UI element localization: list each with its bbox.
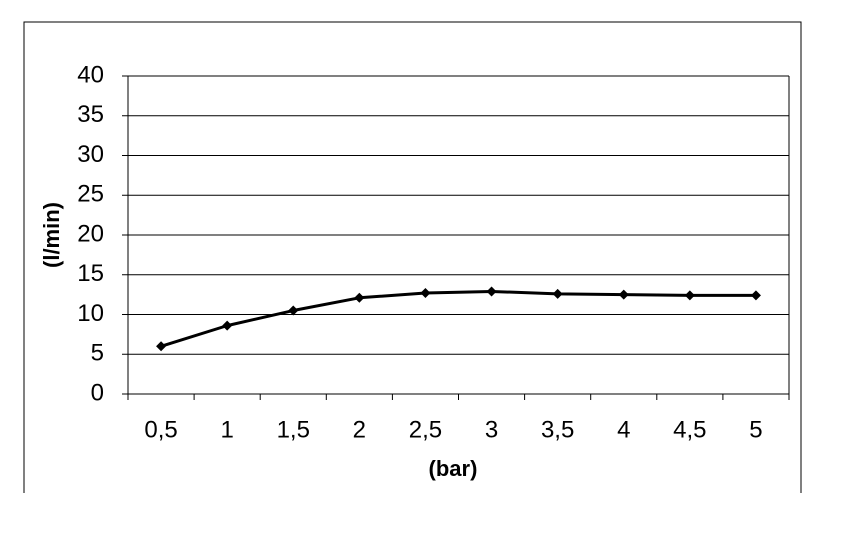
x-tick-label: 4,5 — [673, 416, 706, 443]
data-point — [156, 341, 167, 352]
y-tick-label: 0 — [91, 379, 104, 406]
data-point — [288, 305, 299, 316]
data-point — [222, 320, 233, 331]
x-tick-label: 3,5 — [541, 416, 574, 443]
x-tick-label: 5 — [749, 416, 762, 443]
x-tick-label: 0,5 — [144, 416, 177, 443]
y-tick-label: 20 — [77, 220, 104, 247]
data-point — [354, 292, 365, 303]
x-tick-label: 4 — [617, 416, 630, 443]
x-tick-label: 2,5 — [409, 416, 442, 443]
y-tick-label: 15 — [77, 260, 104, 287]
y-axis-label: (l/min) — [39, 202, 64, 268]
x-tick-label: 3 — [485, 416, 498, 443]
y-tick-label: 10 — [77, 300, 104, 327]
series-line — [160, 289, 756, 348]
data-point — [486, 286, 497, 297]
x-tick-label: 2 — [353, 416, 366, 443]
chart-border — [23, 21, 802, 493]
data-point — [750, 290, 761, 301]
y-tick-label: 40 — [77, 61, 104, 88]
y-tick-label: 35 — [77, 101, 104, 128]
data-point — [552, 288, 563, 299]
y-tick-label: 5 — [91, 340, 104, 367]
x-tick-label: 1,5 — [277, 416, 310, 443]
data-point — [420, 288, 431, 299]
x-tick-label: 1 — [220, 416, 233, 443]
x-axis-label: (bar) — [429, 456, 478, 481]
data-point — [618, 289, 629, 300]
y-tick-label: 30 — [77, 141, 104, 168]
data-point — [684, 290, 695, 301]
y-tick-label: 25 — [77, 181, 104, 208]
